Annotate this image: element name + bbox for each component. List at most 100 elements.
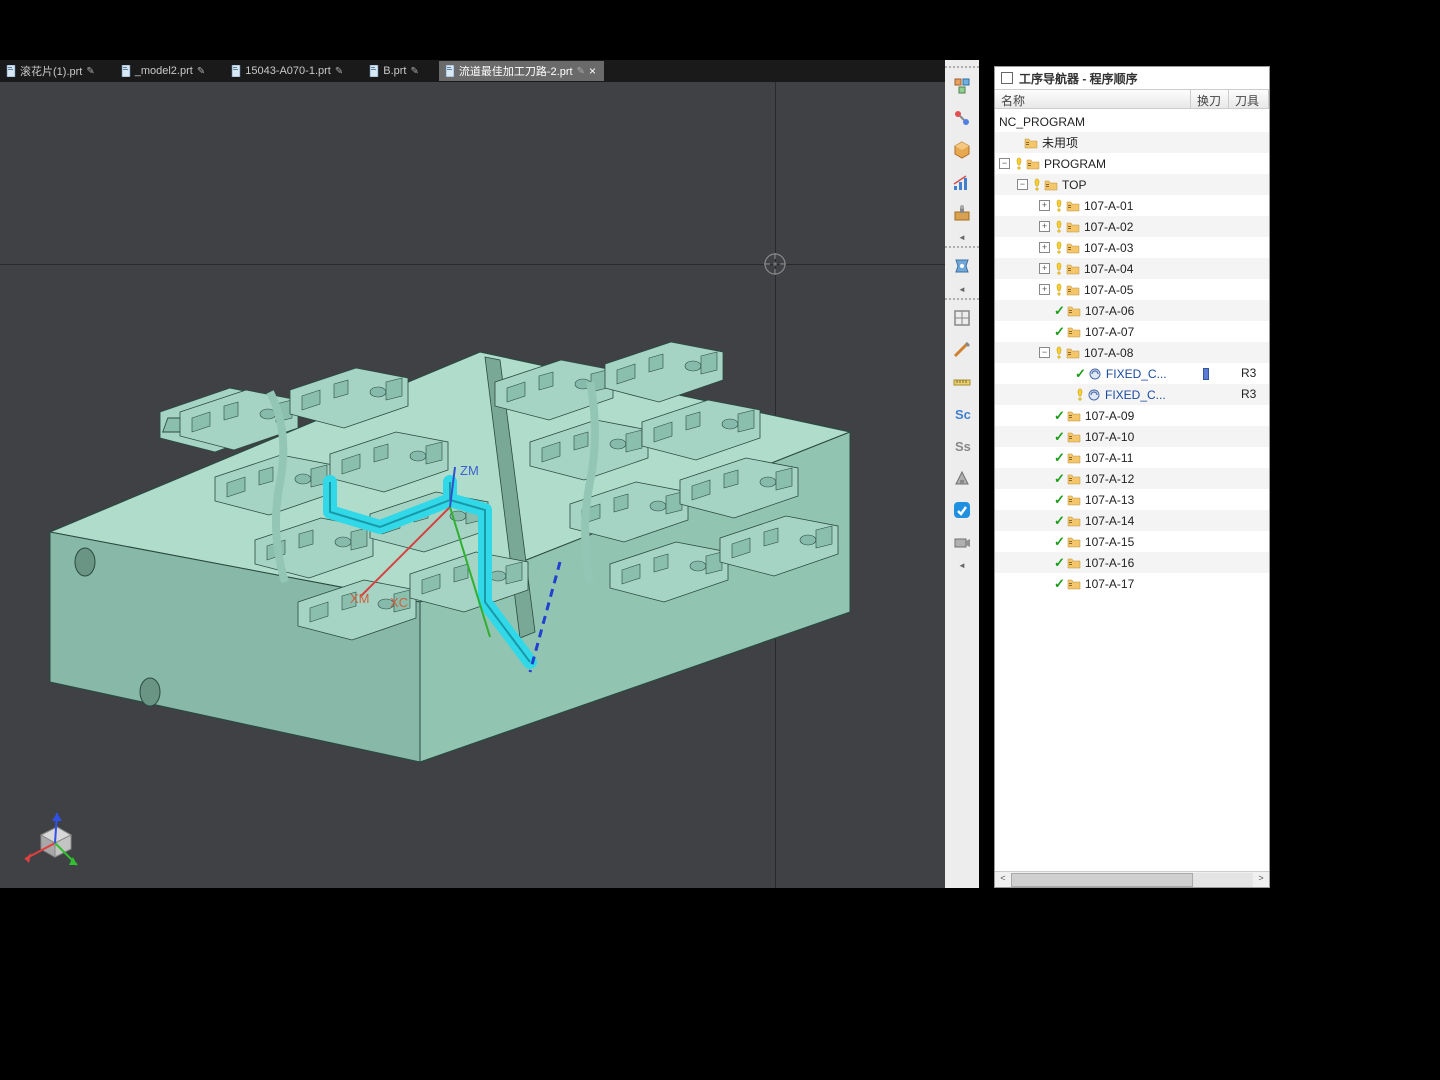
expander-icon[interactable]: + — [1039, 221, 1050, 232]
warn-icon — [1054, 220, 1064, 234]
col-tool-change[interactable]: 换刀 — [1191, 90, 1229, 108]
file-tab[interactable]: _model2.prt ✎ — [115, 61, 213, 81]
scroll-thumb[interactable] — [1011, 873, 1193, 887]
file-icon — [445, 65, 455, 77]
tree-row[interactable]: +107-A-04 — [995, 258, 1269, 279]
simulate-tool-button[interactable]: Sc — [948, 400, 976, 428]
tab-label: B.prt — [383, 65, 406, 77]
view-tool-button[interactable] — [948, 496, 976, 524]
view-triad[interactable] — [15, 793, 95, 873]
tab-label: _model2.prt — [135, 65, 193, 77]
manufacturing-tool-button[interactable] — [948, 200, 976, 228]
tree-row[interactable]: ✓107-A-16 — [995, 552, 1269, 573]
file-tab[interactable]: 15043-A070-1.prt ✎ — [225, 61, 351, 81]
scroll-track[interactable] — [1011, 873, 1253, 887]
collapse-icon[interactable]: ◄ — [948, 232, 976, 242]
program-tree[interactable]: NC_PROGRAM未用项−PROGRAM−TOP+107-A-01+107-A… — [995, 111, 1269, 869]
machining-tool-button[interactable] — [948, 252, 976, 280]
tree-row[interactable]: ✓107-A-13 — [995, 489, 1269, 510]
additive-tool-button[interactable] — [948, 464, 976, 492]
folder-icon — [1067, 494, 1081, 506]
check-icon: ✓ — [1054, 303, 1065, 319]
tool-name: R3 — [1241, 366, 1256, 380]
item-label: 107-A-08 — [1084, 346, 1133, 360]
operation-navigator-panel: 工序导航器 - 程序顺序 名称 换刀 刀具 NC_PROGRAM未用项−PROG… — [994, 66, 1270, 888]
tree-row[interactable]: −PROGRAM — [995, 153, 1269, 174]
tree-row[interactable]: ✓107-A-11 — [995, 447, 1269, 468]
tree-row[interactable]: ✓ 107-A-06 — [995, 300, 1269, 321]
3d-viewport[interactable]: ZM XC XM — [0, 82, 945, 888]
tree-row[interactable]: NC_PROGRAM — [995, 111, 1269, 132]
tree-row[interactable]: − 107-A-08 — [995, 342, 1269, 363]
close-icon[interactable]: × — [589, 65, 596, 77]
tree-row[interactable]: ✓107-A-10 — [995, 426, 1269, 447]
col-tool[interactable]: 刀具 — [1229, 90, 1269, 108]
tree-row[interactable]: ✓107-A-17 — [995, 573, 1269, 594]
expander-icon[interactable]: + — [1039, 284, 1050, 295]
check-icon: ✓ — [1054, 324, 1065, 340]
item-label: 107-A-16 — [1085, 556, 1134, 570]
modified-icon: ✎ — [86, 66, 94, 77]
check-icon: ✓ — [1054, 492, 1065, 508]
item-label: 107-A-05 — [1084, 283, 1133, 297]
tree-row[interactable]: − TOP — [995, 174, 1269, 195]
camera-tool-button[interactable] — [948, 528, 976, 556]
expander-icon[interactable]: + — [1039, 242, 1050, 253]
scroll-left-button[interactable]: < — [995, 873, 1011, 887]
warn-icon — [1075, 388, 1085, 402]
item-label: 107-A-09 — [1085, 409, 1134, 423]
check-icon: ✓ — [1054, 408, 1065, 424]
op-label: FIXED_C... — [1106, 367, 1167, 381]
tree-row[interactable]: ✓107-A-12 — [995, 468, 1269, 489]
analysis-tool-button[interactable] — [948, 168, 976, 196]
tree-row[interactable]: 未用项 — [995, 132, 1269, 153]
sketch-tool-button[interactable] — [948, 336, 976, 364]
panel-box-icon — [1001, 72, 1013, 84]
file-tab[interactable]: 流道最佳加工刀路-2.prt ✎ × — [439, 61, 604, 81]
expander-icon[interactable]: + — [1039, 263, 1050, 274]
crosshair-center-icon — [762, 251, 788, 277]
tree-row[interactable]: ✓ 107-A-09 — [995, 405, 1269, 426]
item-label: 107-A-06 — [1085, 304, 1134, 318]
measure-tool-button[interactable] — [948, 368, 976, 396]
folder-icon — [1066, 200, 1080, 212]
expander-icon[interactable]: − — [999, 158, 1010, 169]
navigator-column-header[interactable]: 名称 换刀 刀具 — [995, 89, 1269, 109]
collapse-icon[interactable]: ◄ — [948, 284, 976, 294]
horizontal-scrollbar[interactable]: < > — [995, 871, 1269, 887]
feature-tool-button[interactable] — [948, 304, 976, 332]
operation-icon — [1087, 388, 1101, 402]
scroll-right-button[interactable]: > — [1253, 873, 1269, 887]
item-label: 107-A-15 — [1085, 535, 1134, 549]
tree-row[interactable]: FIXED_C... — [995, 384, 1269, 405]
tree-row[interactable]: +107-A-01 — [995, 195, 1269, 216]
axis-xc-label: XC — [390, 595, 408, 610]
folder-icon — [1067, 326, 1081, 338]
file-tab[interactable]: B.prt ✎ — [363, 61, 427, 81]
tree-row[interactable]: +107-A-03 — [995, 237, 1269, 258]
navigator-title-bar: 工序导航器 - 程序顺序 — [995, 67, 1269, 89]
tree-row[interactable]: ✓107-A-07 — [995, 321, 1269, 342]
tab-label: 流道最佳加工刀路-2.prt — [459, 63, 573, 79]
folder-icon — [1066, 221, 1080, 233]
file-tab[interactable]: 滚花片(1).prt ✎ — [0, 61, 103, 81]
folder-icon — [1067, 431, 1081, 443]
col-name[interactable]: 名称 — [995, 90, 1191, 108]
svg-text:Ss: Ss — [955, 439, 971, 454]
tree-row[interactable]: +107-A-02 — [995, 216, 1269, 237]
expander-icon[interactable]: − — [1017, 179, 1028, 190]
assembly-tool-button[interactable] — [948, 72, 976, 100]
constraints-tool-button[interactable] — [948, 104, 976, 132]
tree-row[interactable]: +107-A-05 — [995, 279, 1269, 300]
folder-icon — [1044, 179, 1058, 191]
verify-tool-button[interactable]: Ss — [948, 432, 976, 460]
expander-icon[interactable]: + — [1039, 200, 1050, 211]
collapse-icon[interactable]: ◄ — [948, 560, 976, 570]
top-label: TOP — [1062, 178, 1086, 192]
expander-icon[interactable]: − — [1039, 347, 1050, 358]
tree-row[interactable]: ✓107-A-15 — [995, 531, 1269, 552]
part-tool-button[interactable] — [948, 136, 976, 164]
tree-row[interactable]: ✓107-A-14 — [995, 510, 1269, 531]
tree-row[interactable]: ✓ FIXED_C... — [995, 363, 1269, 384]
folder-icon — [1067, 515, 1081, 527]
